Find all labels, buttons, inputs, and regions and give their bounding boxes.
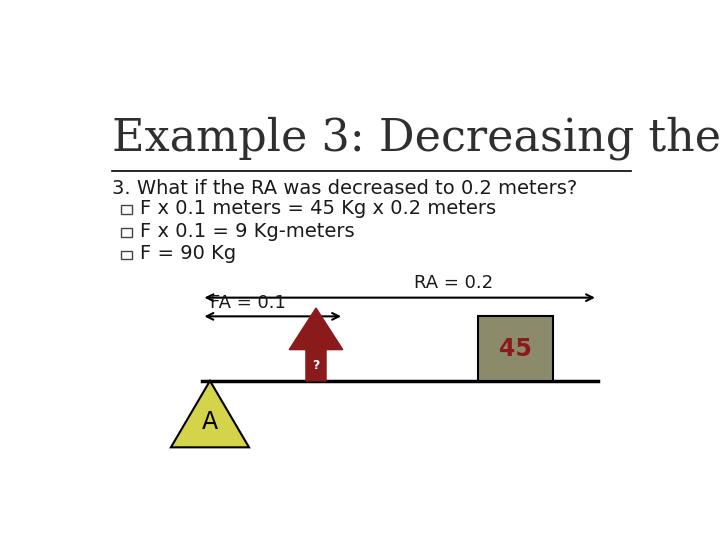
Text: F x 0.1 meters = 45 Kg x 0.2 meters: F x 0.1 meters = 45 Kg x 0.2 meters <box>140 199 496 218</box>
Bar <box>121 228 132 237</box>
Bar <box>478 316 553 381</box>
Text: Example 3: Decreasing the RA: Example 3: Decreasing the RA <box>112 117 720 160</box>
PathPatch shape <box>289 308 343 381</box>
Polygon shape <box>171 381 249 447</box>
Text: 3. What if the RA was decreased to 0.2 meters?: 3. What if the RA was decreased to 0.2 m… <box>112 179 577 198</box>
Bar <box>121 251 132 259</box>
Text: F = 90 Kg: F = 90 Kg <box>140 245 236 264</box>
Text: F x 0.1 = 9 Kg-meters: F x 0.1 = 9 Kg-meters <box>140 221 355 241</box>
Text: A: A <box>202 410 218 434</box>
Text: FA = 0.1: FA = 0.1 <box>210 294 286 312</box>
Text: RA = 0.2: RA = 0.2 <box>413 274 492 292</box>
Bar <box>121 205 132 214</box>
Text: ?: ? <box>312 359 320 372</box>
Text: 45: 45 <box>499 336 532 361</box>
